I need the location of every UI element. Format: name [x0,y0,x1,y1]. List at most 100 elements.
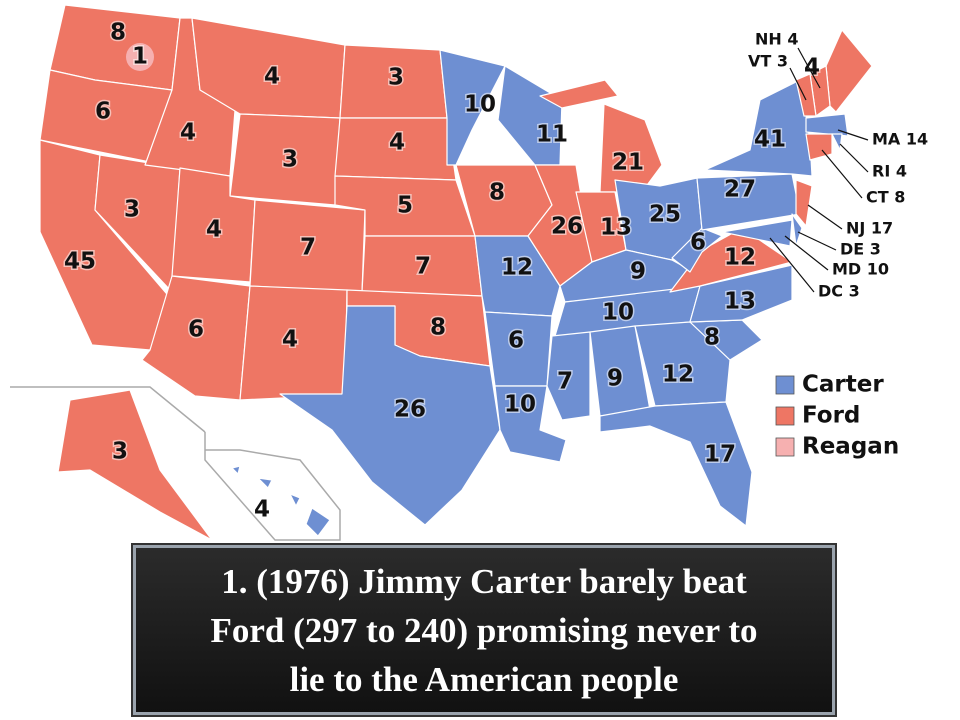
state-label: 41 [754,127,786,153]
leader-line [797,47,821,89]
state-label: 6 [188,317,204,343]
state-label: 4 [180,120,196,146]
state [689,264,793,323]
leader-line [821,149,863,199]
state [831,133,843,151]
state-label: MD 10 [832,260,889,279]
state [634,321,731,407]
state-label: 27 [724,177,756,203]
state-label: 4 [804,55,820,81]
caption-line: 1. (1976) Jimmy Carter barely beat [221,561,747,601]
state-label: 8 [489,180,505,206]
state-label: 13 [724,289,756,315]
state [671,227,723,273]
legend-swatch [775,437,795,457]
state [539,79,619,109]
state-label: 5 [397,193,413,219]
caption-line: lie to the American people [289,659,679,699]
state [289,493,301,507]
state [805,113,849,137]
legend-label: Reagan [802,434,899,460]
leader-line [839,143,869,173]
state-label: 17 [704,442,736,468]
state-label: 4 [264,64,280,90]
state [825,29,873,113]
state-label: MA 14 [872,130,928,149]
state [257,477,273,489]
state-label: 12 [501,255,533,281]
state-label: 7 [557,369,573,395]
state-label: 4 [254,497,270,523]
state-label: 10 [602,300,634,326]
state-label: 13 [600,215,632,241]
state [497,65,563,166]
state [791,213,803,247]
state-label: 9 [607,366,623,392]
state-label: 9 [630,259,646,285]
state-label: 10 [464,92,496,118]
state-region [126,43,154,71]
state [231,465,241,475]
state-label: 6 [690,230,706,256]
state-label: 4 [389,130,405,156]
alaska-inset-border [10,386,206,433]
state [494,385,567,463]
legend-label: Carter [802,372,884,398]
leader-line [769,237,815,293]
caption-line: Ford (297 to 240) promising never to [210,610,758,650]
state [57,389,213,541]
state-label: NH 4 [755,30,798,49]
leader-line [797,231,837,251]
state-label: 25 [649,202,681,228]
state-label: NJ 17 [846,219,893,238]
state [795,73,817,117]
state-label: 3 [124,197,140,223]
state [279,305,501,526]
leader-line [807,204,843,230]
inset-borders [10,386,341,541]
state [546,331,591,421]
state-label: 7 [300,235,316,261]
states [39,4,873,541]
state-label: 6 [508,328,524,354]
state-label: DC 3 [818,282,860,301]
legend-swatch [775,375,795,395]
state-label: 4 [282,327,298,353]
state-label: 8 [110,20,126,46]
state-label: VT 3 [748,52,788,71]
leader-line [837,129,869,141]
state-label: RI 4 [872,162,907,181]
state-label: 6 [95,99,111,125]
legend-label: Ford [802,403,860,429]
leader-line [789,67,807,101]
state-label: 8 [430,315,446,341]
state-label: 10 [504,392,536,418]
state-label: 12 [724,245,756,271]
state-label: CT 8 [866,188,905,207]
state-label: 3 [388,65,404,91]
state-label: 3 [112,439,128,465]
legend-swatch [775,406,795,426]
state-label: DE 3 [840,240,881,259]
state [599,401,753,527]
state [805,133,833,161]
state-label: 7 [415,254,431,280]
state-label: 12 [662,362,694,388]
state-label: 11 [536,122,568,148]
state [599,103,663,193]
state-label: 21 [612,150,644,176]
leader-line [784,235,829,271]
state-label: 4 [206,217,222,243]
caption-box: 1. (1976) Jimmy Carter barely beat Ford … [133,545,835,715]
state-label: 45 [64,249,96,275]
state-label: 8 [704,325,720,351]
legend: Carter Ford Reagan [775,372,899,460]
state-label: 26 [551,214,583,240]
state [721,219,793,247]
hawaii-inset-border [204,432,341,541]
state [795,179,813,227]
state [305,507,331,537]
